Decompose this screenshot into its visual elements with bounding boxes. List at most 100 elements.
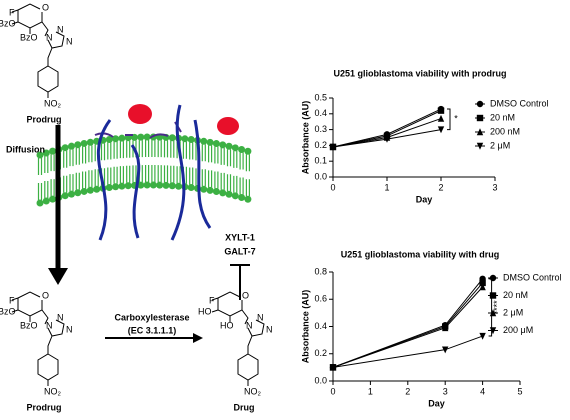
marker	[329, 143, 337, 151]
lipid-head	[80, 139, 88, 147]
lipid-tail	[214, 146, 219, 189]
atom-label: N	[66, 324, 73, 334]
lipid-tail	[220, 147, 225, 190]
significance-label: ****	[492, 300, 502, 315]
atom-label: N	[57, 24, 64, 34]
x-tick-label: 3	[443, 386, 448, 396]
atom-label: O	[242, 290, 249, 300]
atom-label: NO₂	[244, 386, 262, 396]
lipid-head	[231, 192, 239, 200]
series-line	[332, 282, 483, 368]
lipid-head	[212, 140, 220, 148]
lipid-head	[175, 182, 183, 190]
y-tick-label: 0.4	[314, 321, 327, 331]
diffusion-label: Diffusion	[6, 144, 45, 154]
legend-label: 200 μM	[503, 325, 533, 335]
enzyme-label: Carboxylesterase	[114, 312, 189, 322]
legend-label: 20 nM	[490, 112, 515, 122]
lipid-tail	[107, 142, 112, 185]
lipid-tail	[37, 158, 43, 200]
legend-label: 20 nM	[503, 290, 528, 300]
lipid-head	[118, 134, 126, 142]
lipid-head	[86, 186, 94, 194]
lipid-tail	[233, 150, 238, 193]
atom-label: BzO	[0, 18, 16, 28]
lipid-head	[42, 197, 50, 205]
lipid-head	[206, 186, 214, 194]
lipid-tail	[63, 150, 68, 193]
lipid-head	[168, 134, 176, 142]
atom-label: F	[9, 7, 15, 17]
lipid-head	[225, 190, 233, 198]
protein-strand	[130, 144, 141, 239]
lipid-tail	[113, 141, 118, 184]
lipid-tail	[226, 149, 232, 192]
enzyme-ec: (EC 3.1.1.1)	[128, 325, 177, 335]
molecule-name: Prodrug	[27, 402, 62, 412]
fragments	[94, 121, 182, 139]
marker	[442, 324, 449, 332]
lipid-head	[238, 145, 246, 153]
lipid-tail	[163, 140, 169, 183]
atom-label: HO	[198, 306, 212, 316]
x-axis-label: Day	[416, 194, 433, 204]
significance-label: *	[454, 114, 458, 124]
legend-marker	[489, 292, 497, 299]
molecule-name: Prodrug	[27, 114, 62, 124]
target-label: GALT-7	[224, 246, 255, 256]
lipid-head	[200, 137, 208, 145]
x-tick-label: 0	[330, 386, 335, 396]
atom-label: N	[57, 312, 64, 322]
marker	[329, 364, 337, 372]
lipid-head	[36, 151, 44, 159]
significance-bracket	[488, 278, 493, 337]
molecule-blob	[217, 117, 239, 135]
protein-strand	[170, 104, 186, 241]
lipid-head	[112, 183, 120, 191]
bonds	[11, 291, 65, 386]
lipid-head	[187, 184, 195, 192]
atom-label: N	[46, 320, 53, 330]
legend-marker	[489, 274, 497, 282]
lipid-tail	[44, 155, 49, 198]
legend-label: DMSO Control	[490, 98, 549, 108]
molecule-name: Drug	[234, 402, 255, 412]
bonds	[211, 291, 265, 386]
lipid-tail	[208, 145, 213, 188]
lipid-head	[36, 199, 44, 207]
lipid-head	[206, 138, 214, 146]
arrow-head	[193, 333, 203, 343]
lipid-head	[68, 142, 75, 150]
x-tick-label: 2	[405, 386, 410, 396]
lipid-tail	[69, 149, 74, 192]
lipid-tail	[201, 144, 206, 187]
lipid-tail	[151, 140, 156, 183]
y-tick-label: 0.1	[314, 156, 327, 166]
lipid-head	[49, 147, 57, 155]
lipid-head	[212, 188, 220, 196]
lipid-tail	[100, 143, 106, 186]
x-tick-label: 4	[480, 386, 485, 396]
lipid-head	[137, 181, 145, 189]
x-tick-label: 5	[517, 386, 522, 396]
lipid-tail	[75, 147, 80, 190]
atom-label: BzO	[20, 320, 38, 330]
lipid-head	[112, 135, 120, 143]
atom-label: N	[246, 320, 253, 330]
lipid-head	[61, 192, 69, 200]
lipid-head	[61, 144, 69, 152]
lipid-head	[168, 182, 176, 190]
y-axis-label: Absorbance (AU)	[300, 101, 310, 175]
lipid-tail	[138, 140, 143, 183]
lipid-tail	[157, 140, 162, 183]
lipid-head	[225, 142, 233, 150]
lipid-head	[181, 135, 189, 143]
marker	[479, 332, 486, 340]
atom-label: HO	[220, 320, 234, 330]
atom-label: NO₂	[44, 98, 62, 108]
atom-label: O	[42, 290, 49, 300]
lipid-head	[74, 141, 82, 149]
lipid-head	[49, 195, 57, 203]
